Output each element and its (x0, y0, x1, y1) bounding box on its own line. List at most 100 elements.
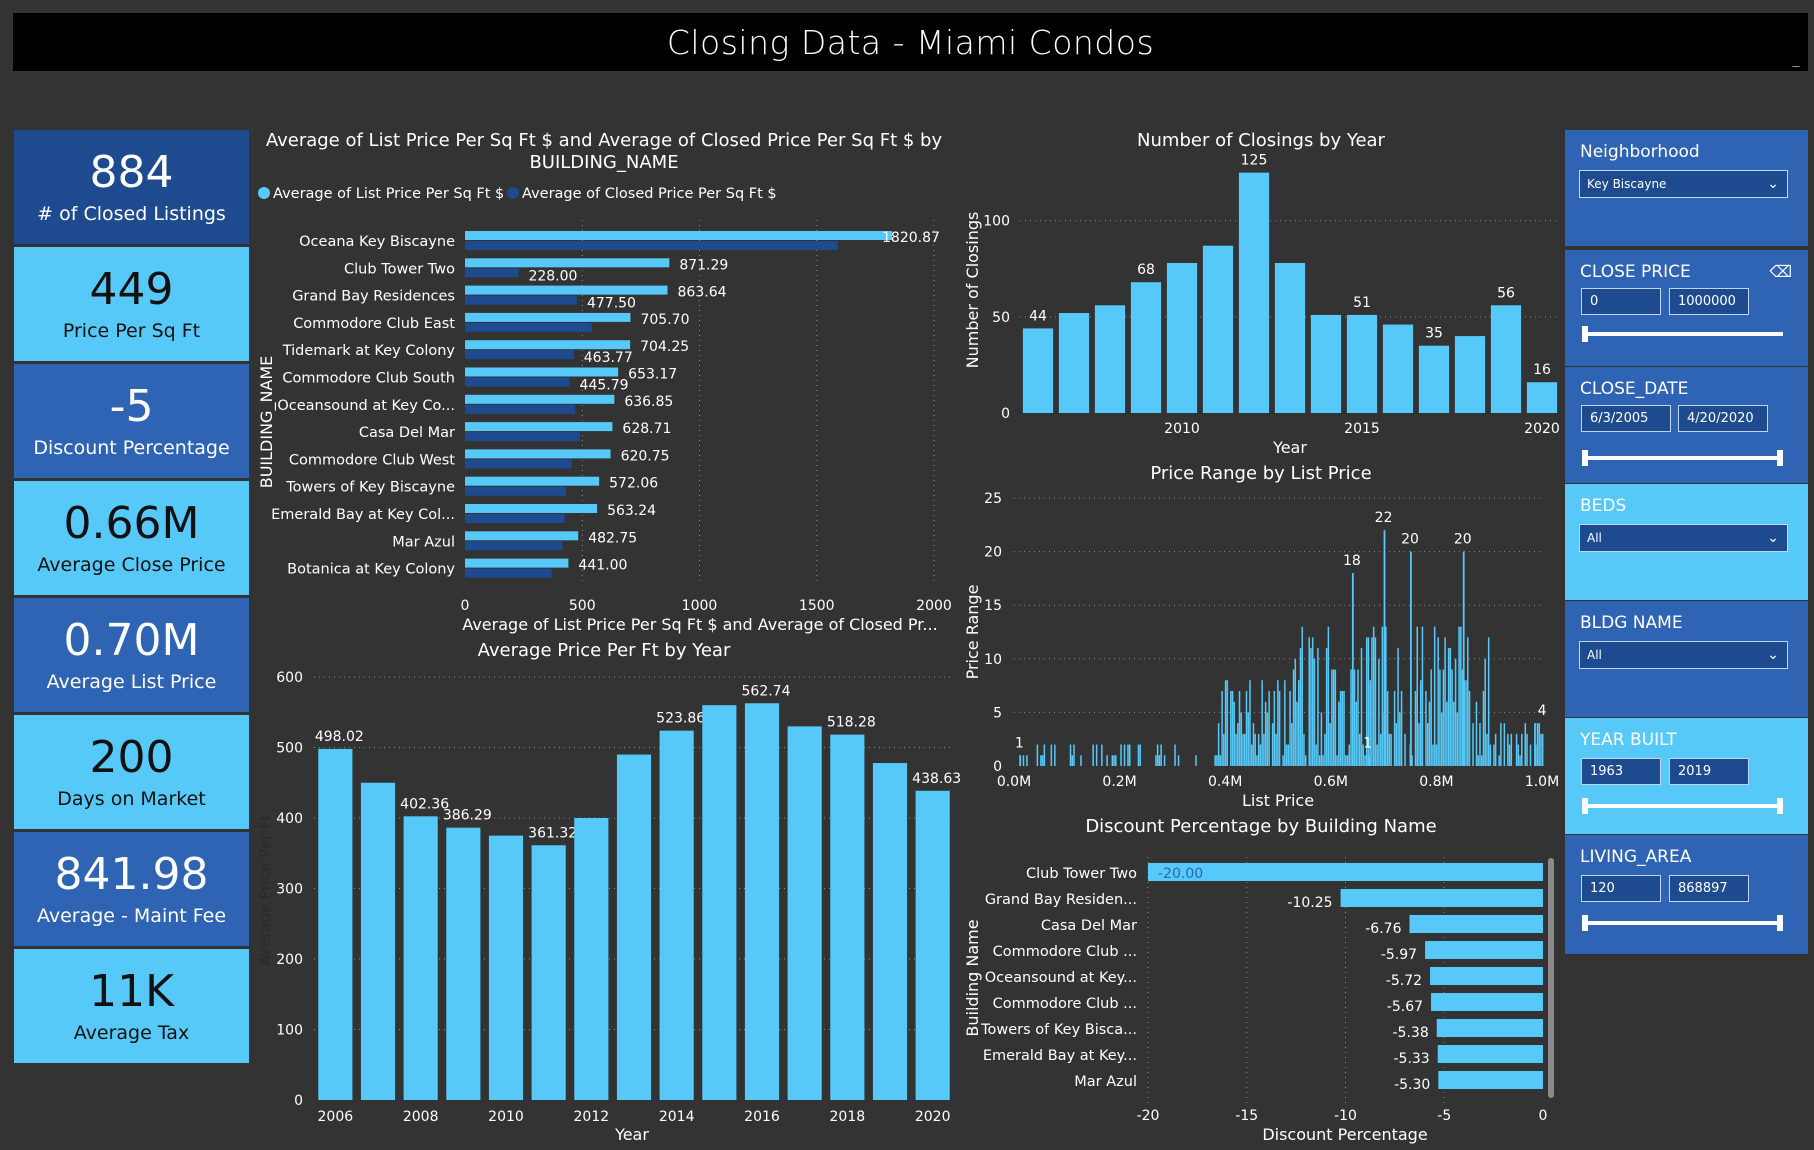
neighborhood-dropdown[interactable]: Key Biscayne ⌄ (1579, 170, 1788, 198)
y-tick-label: 100 (276, 1023, 303, 1039)
close-date-max-input[interactable]: 4/20/2020 (1678, 405, 1768, 432)
year-built-min-input[interactable]: 1963 (1581, 758, 1661, 785)
year-built-slider[interactable] (1582, 798, 1783, 814)
kpi-average-tax: 11K Average Tax (14, 949, 249, 1063)
bar-price-range (1416, 626, 1418, 766)
bar-list-price (465, 258, 670, 268)
slider-handle-max[interactable] (1777, 450, 1783, 466)
bar-price-range (1442, 669, 1445, 766)
data-label: 20 (1401, 532, 1419, 548)
slicer-living-area: LIVING_AREA 120 868897 (1565, 835, 1808, 954)
bar-price-range (1092, 744, 1094, 766)
bar-price-range (1332, 669, 1335, 766)
bar-closed-price (465, 295, 577, 305)
chart3-price-range: Price Range by List Price 0 5 10 15 20 25 0.0M 0… (963, 463, 1559, 810)
dropdown-value: All (1587, 648, 1602, 662)
bar-price-range (1224, 680, 1227, 766)
kpi-label: Average Tax (73, 1022, 190, 1045)
bar-price-range (1237, 723, 1239, 766)
chart-title: Average Price Per Ft by Year (478, 640, 731, 661)
bar-price-range-peak (1019, 755, 1022, 766)
y-axis-title: BUILDING_NAME (257, 356, 277, 489)
close-price-slider[interactable] (1582, 326, 1783, 342)
bar-price-range (1507, 733, 1509, 766)
bar-price-range (1503, 723, 1506, 766)
eraser-icon[interactable]: ⌫ (1769, 262, 1792, 281)
bar-price-range (1040, 755, 1042, 766)
slider-handle-min[interactable] (1582, 326, 1588, 342)
bar-closed-price (465, 377, 570, 387)
bar-price-range (1195, 755, 1197, 766)
chart1-title-line1: Average of List Price Per Sq Ft $ and Av… (266, 130, 943, 151)
slicer-close-price: CLOSE PRICE ⌫ 0 1000000 (1565, 250, 1808, 366)
data-label-list: 620.75 (621, 448, 670, 464)
living-area-max-input[interactable]: 868897 (1669, 875, 1749, 902)
bar-price-range (1362, 744, 1364, 766)
y-tick-label: Commodore Club East (293, 316, 455, 332)
bar-price-per-ft (915, 790, 950, 1100)
bar-list-price (465, 231, 892, 240)
bar-price-range (1299, 648, 1302, 766)
bar-closings (1526, 382, 1558, 413)
bar-discount (1430, 967, 1543, 985)
bar-price-range (1324, 733, 1326, 766)
bar-price-range (1376, 744, 1378, 766)
bar-price-range (1294, 658, 1297, 766)
dropdown-value: Key Biscayne (1587, 177, 1667, 191)
y-tick-label: Emerald Bay at Key Col... (271, 507, 455, 523)
legend-marker-closed (507, 187, 519, 199)
slider-handle-min[interactable] (1582, 798, 1588, 814)
slicer-close-date: CLOSE_DATE 6/3/2005 4/20/2020 (1565, 367, 1808, 483)
slicer-label: BLDG NAME (1580, 613, 1683, 633)
bar-price-range (1111, 755, 1114, 766)
bar-closings (1166, 263, 1198, 413)
bar-price-range (1320, 712, 1323, 766)
close-date-min-input[interactable]: 6/3/2005 (1581, 405, 1671, 432)
x-axis-title: Average of List Price Per Sq Ft $ and Av… (462, 615, 937, 634)
chart4-ppsf-by-year: Average Price Per Ft by Year 0 100 200 300 40… (256, 640, 961, 1144)
y-tick-label: 200 (276, 952, 303, 968)
living-area-slider[interactable] (1582, 915, 1783, 931)
bldg-name-dropdown[interactable]: All ⌄ (1579, 641, 1788, 669)
bar-price-range (1379, 733, 1382, 766)
living-area-min-input[interactable]: 120 (1581, 875, 1661, 902)
bar-price-range (1440, 712, 1443, 766)
bar-price-range (1219, 755, 1222, 766)
data-label-list: 705.70 (640, 312, 689, 328)
slider-handle-min[interactable] (1582, 915, 1588, 931)
legend-label-list: Average of List Price Per Sq Ft $ (273, 186, 504, 202)
data-label: -5.97 (1381, 947, 1417, 963)
data-label: 361.32 (528, 825, 577, 841)
x-tick-label: 1500 (799, 598, 835, 614)
bar-price-range (1317, 648, 1319, 766)
slider-handle-min[interactable] (1582, 450, 1588, 466)
bar-discount (1409, 915, 1543, 933)
bar-list-price (465, 285, 668, 295)
close-price-min-input[interactable]: 0 (1581, 288, 1661, 315)
slider-handle-max[interactable] (1777, 798, 1783, 814)
slicer-label: CLOSE_DATE (1580, 379, 1689, 399)
bar-price-range (1174, 744, 1176, 766)
bar-price-range (1461, 669, 1464, 766)
close-price-max-input[interactable]: 1000000 (1669, 288, 1749, 315)
bar-price-range (1128, 744, 1131, 766)
bar-price-range (1397, 648, 1399, 766)
bar-price-range (1273, 690, 1276, 766)
x-tick-label: -10 (1334, 1108, 1357, 1124)
bar-closed-price (465, 241, 838, 250)
scrollbar-thumb[interactable] (1548, 858, 1554, 1098)
bar-price-range (1266, 712, 1269, 766)
kpi-price-per-sqft: 449 Price Per Sq Ft (14, 247, 249, 361)
bar-closed-price (465, 404, 576, 414)
slider-handle-max[interactable] (1777, 915, 1783, 931)
bar-price-range (1216, 755, 1218, 766)
year-built-max-input[interactable]: 2019 (1669, 758, 1749, 785)
beds-dropdown[interactable]: All ⌄ (1579, 524, 1788, 552)
bar-price-range (1291, 723, 1293, 766)
close-date-slider[interactable] (1582, 450, 1783, 466)
bar-price-range (1095, 744, 1098, 766)
bar-price-range (1041, 755, 1044, 766)
bar-price-range (1230, 690, 1232, 766)
data-label: 16 (1533, 362, 1551, 378)
minimize-icon[interactable]: _ (1792, 51, 1800, 67)
